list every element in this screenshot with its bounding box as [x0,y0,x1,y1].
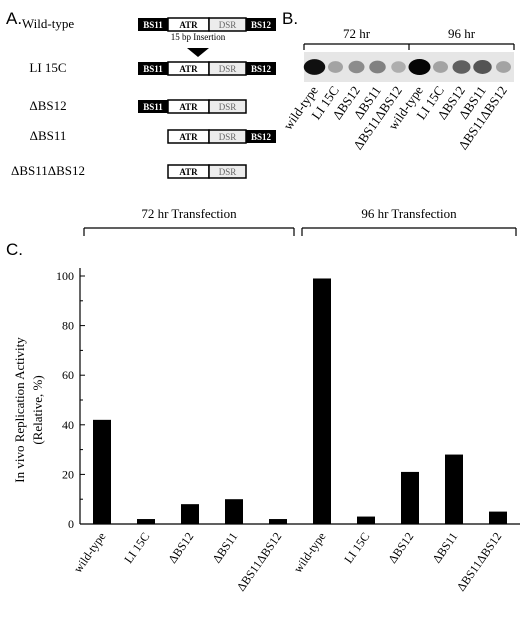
bs11-segment [138,18,168,31]
y-tick-label: 100 [56,269,74,283]
bar [313,278,331,524]
construct-label: LI 15C [29,60,66,75]
construct-label: ΔBS12 [29,98,66,113]
atr-label: ATR [179,167,198,177]
y-tick-label: 80 [62,319,74,333]
panel-a: A. Wild-type BS11 ATR DSR BS12 LI 15C BS11 ATR D… [6,9,276,179]
dsr-segment [208,164,247,179]
construct-diagram: Wild-type BS11 ATR DSR BS12 LI 15C BS11 ATR DSR B… [11,16,276,179]
bar [401,471,419,524]
bar [137,519,155,524]
atr-label: ATR [179,102,198,112]
x-tick-label: ΔBS11 [210,530,241,566]
blot-band [303,59,326,75]
group-label: 96 hr Transfection [361,206,457,221]
atr-label: ATR [179,64,198,74]
bar [93,419,111,524]
x-tick-label: ΔBS12 [385,530,416,566]
blot-band [369,60,386,74]
y-tick-label: 40 [62,418,74,432]
panel-c: C. 0 20 40 60 80 100 In vivo Replication Activ… [6,206,520,594]
x-tick-label: LI 15C [121,530,152,566]
x-tick-label: ΔBS11ΔBS12 [234,530,285,594]
dsr-segment [208,99,247,114]
dsr-label: DSR [219,20,237,30]
bs11-segment [138,100,168,113]
blot-group-label: 96 hr [448,26,476,41]
bar [445,454,463,524]
construct-label: Wild-type [22,16,74,31]
bs11-label: BS11 [143,64,163,74]
bs12-label: BS12 [251,20,272,30]
y-tick-label: 60 [62,368,74,382]
bs11-label: BS11 [143,20,163,30]
blot-band [328,61,343,73]
construct-label: ΔBS11 [30,128,67,143]
blot-band [452,60,471,74]
x-tick-label: ΔBS11 [430,530,461,566]
panel-c-letter: C. [6,240,23,259]
group-label: 72 hr Transfection [141,206,237,221]
y-axis-subtitle: (Relative, %) [30,375,45,444]
bar [489,511,507,524]
bar [269,519,287,524]
bs12-label: BS12 [251,64,272,74]
panel-b-letter: B. [282,9,298,28]
x-tick-label: wild-type [71,530,109,576]
atr-label: ATR [179,20,198,30]
replication-bar-chart: 0 20 40 60 80 100 In vivo Replication Activity… [12,206,520,594]
bs11-segment [138,62,168,75]
insertion-arrow-icon [187,48,209,57]
blot-band [408,59,431,75]
blot-group-label: 72 hr [343,26,371,41]
atr-label: ATR [179,132,198,142]
bar [181,504,199,524]
bar [357,516,375,524]
y-axis-title: In vivo Replication Activity [12,337,27,483]
blot-band [391,61,406,73]
bar [225,499,243,524]
panel-a-letter: A. [6,9,22,28]
blot-band [348,60,365,74]
dsr-label: DSR [219,64,237,74]
y-tick-label: 0 [68,517,74,531]
x-tick-label: LI 15C [341,530,372,566]
bs12-segment [246,18,276,31]
bs12-segment [246,130,276,143]
blot-band [496,61,511,73]
bs12-segment [246,62,276,75]
dsr-label: DSR [219,132,237,142]
y-tick-label: 20 [62,467,74,481]
blot-band [433,61,448,73]
dsr-label: DSR [219,167,237,177]
x-tick-label: ΔBS11ΔBS12 [454,530,505,594]
blot-band [473,60,492,74]
bs11-label: BS11 [143,102,163,112]
bs12-label: BS12 [251,132,272,142]
x-tick-label: wild-type [291,530,329,576]
dsr-label: DSR [219,102,237,112]
insertion-label: 15 bp Insertion [171,32,226,42]
x-tick-label: ΔBS12 [165,530,196,566]
construct-label: ΔBS11ΔBS12 [11,163,85,178]
